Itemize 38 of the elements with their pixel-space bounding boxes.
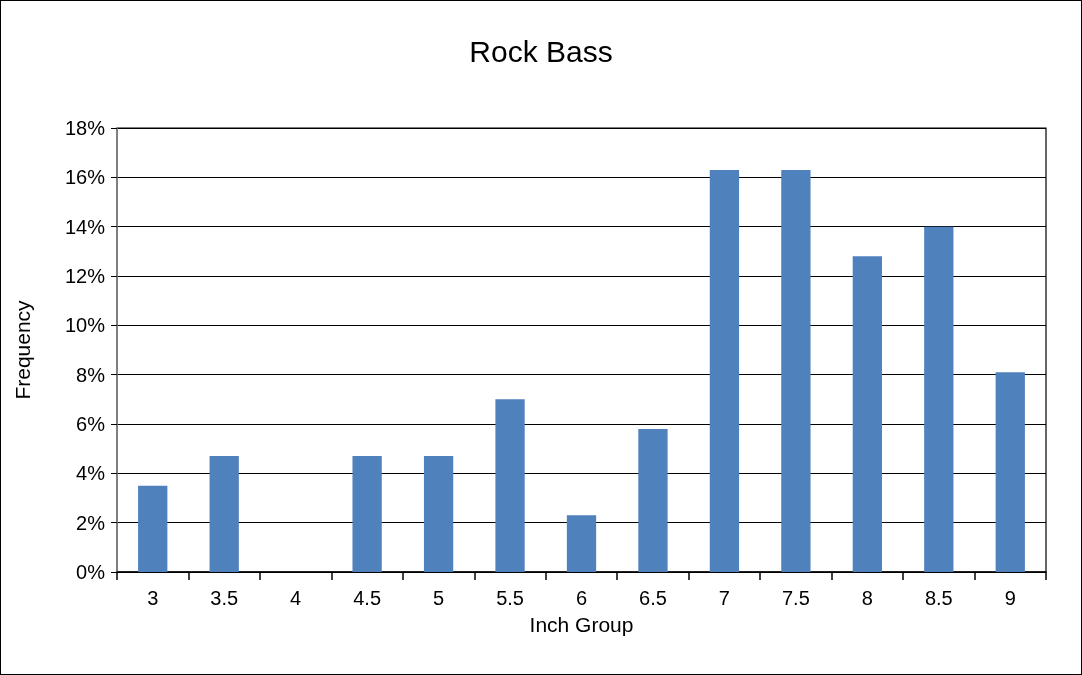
x-tick-label: 5.5 bbox=[496, 587, 524, 609]
x-tick-label: 8 bbox=[861, 587, 873, 609]
y-tick-label: 14% bbox=[64, 215, 106, 238]
y-tick-label: 0% bbox=[76, 561, 106, 583]
x-tick-label: 4.5 bbox=[353, 587, 382, 609]
y-tick-label: 8% bbox=[76, 363, 106, 386]
y-tick-label: 18% bbox=[64, 117, 106, 139]
bar bbox=[781, 169, 811, 572]
x-tick-label: 6 bbox=[575, 587, 588, 609]
bar bbox=[566, 515, 597, 572]
y-tick-label: 16% bbox=[64, 166, 106, 189]
bar bbox=[209, 456, 239, 572]
y-tick-label: 6% bbox=[76, 413, 106, 435]
y-tick-label: 12% bbox=[64, 265, 106, 287]
bar bbox=[995, 372, 1025, 572]
x-tick-label: 8.5 bbox=[924, 587, 953, 609]
y-tick-label: 4% bbox=[76, 462, 106, 485]
x-tick-label: 9 bbox=[1004, 587, 1016, 609]
x-axis-title: Inch Group bbox=[529, 613, 634, 636]
x-tick-label: 7.5 bbox=[781, 587, 810, 609]
bar bbox=[138, 485, 168, 572]
y-tick-label: 10% bbox=[64, 314, 106, 337]
x-tick-label: 7 bbox=[718, 587, 730, 609]
x-tick-label: 3.5 bbox=[210, 587, 239, 609]
x-tick-label: 4 bbox=[290, 587, 302, 609]
bar bbox=[709, 169, 740, 572]
chart-title: Rock Bass bbox=[469, 34, 613, 68]
bar bbox=[924, 226, 954, 572]
bar bbox=[423, 456, 454, 572]
bar bbox=[352, 456, 382, 572]
bar bbox=[852, 256, 882, 572]
bar bbox=[495, 399, 525, 572]
x-tick-label: 3 bbox=[147, 587, 159, 609]
x-tick-label: 5 bbox=[433, 587, 445, 609]
y-tick-label: 2% bbox=[76, 511, 106, 534]
bar bbox=[638, 428, 668, 572]
x-tick-label: 6.5 bbox=[639, 587, 667, 609]
y-axis-title: Frequency bbox=[11, 299, 34, 400]
